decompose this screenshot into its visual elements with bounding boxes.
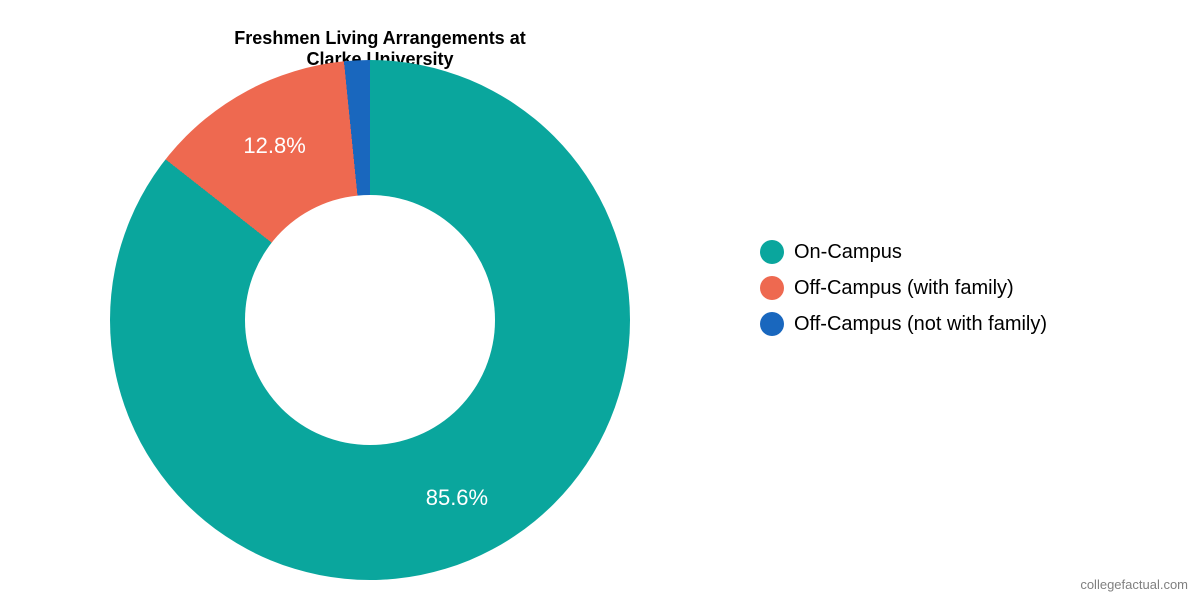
legend-item: Off-Campus (not with family) — [760, 312, 1047, 336]
credit-label: collegefactual.com — [1080, 577, 1188, 592]
slice-label-off_campus_with_family: 12.8% — [243, 133, 305, 159]
legend-swatch — [760, 276, 784, 300]
legend: On-Campus Off-Campus (with family) Off-Cam… — [760, 240, 1047, 336]
legend-label: On-Campus — [794, 241, 902, 264]
legend-swatch — [760, 312, 784, 336]
slice-label-on_campus: 85.6% — [426, 485, 488, 511]
legend-item: Off-Campus (with family) — [760, 276, 1047, 300]
credit-text: collegefactual.com — [1080, 577, 1188, 592]
legend-swatch — [760, 240, 784, 264]
legend-label: Off-Campus (not with family) — [794, 313, 1047, 336]
donut-chart: 12.8% 85.6% — [110, 60, 630, 580]
legend-item: On-Campus — [760, 240, 1047, 264]
donut-hole — [245, 195, 495, 445]
legend-label: Off-Campus (with family) — [794, 277, 1014, 300]
